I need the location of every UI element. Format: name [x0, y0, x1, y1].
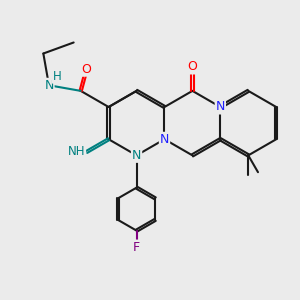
- Text: N: N: [44, 79, 54, 92]
- Text: F: F: [133, 241, 140, 254]
- Text: NH: NH: [68, 146, 85, 158]
- Text: N: N: [160, 133, 169, 146]
- Text: O: O: [82, 63, 92, 76]
- Text: O: O: [188, 61, 197, 74]
- Text: H: H: [53, 70, 62, 83]
- Text: N: N: [132, 149, 141, 162]
- Text: N: N: [216, 100, 225, 113]
